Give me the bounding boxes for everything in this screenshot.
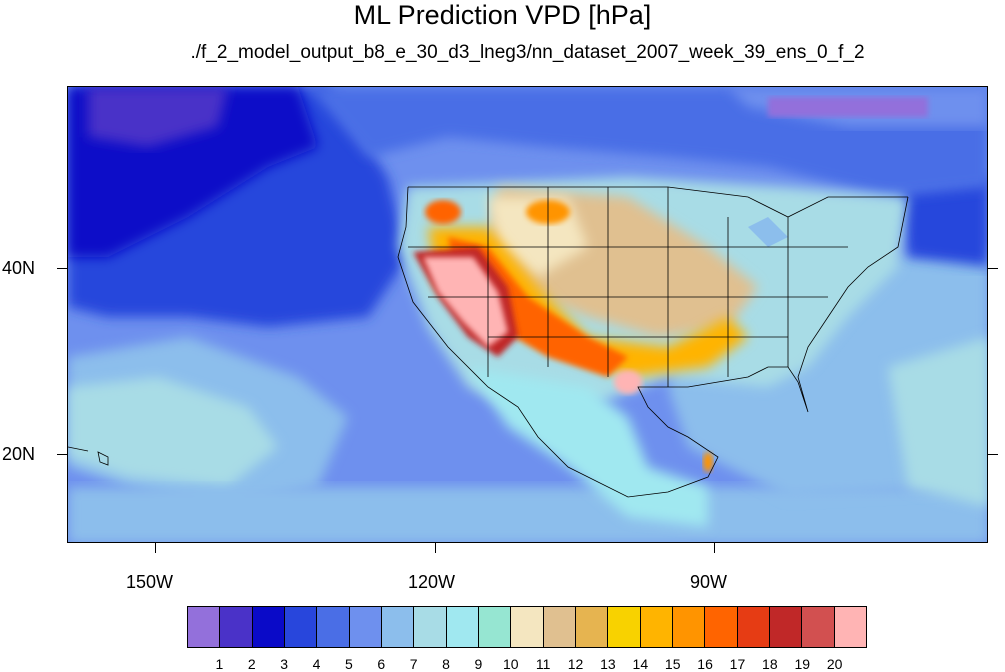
colorbar-label: 14 (632, 656, 649, 672)
colorbar (187, 606, 867, 648)
colorbar-label: 19 (794, 656, 811, 672)
lat-tick-right (988, 268, 998, 269)
colorbar-swatch (737, 607, 770, 647)
colorbar-label: 12 (567, 656, 584, 672)
colorbar-label: 20 (826, 656, 843, 672)
lat-label: 20N (2, 444, 36, 464)
colorbar-label: 10 (503, 656, 519, 672)
colorbar-label: 9 (474, 656, 483, 672)
colorbar-swatch (672, 607, 706, 647)
colorbar-swatch (381, 607, 415, 647)
tx-dry-patch (614, 370, 642, 394)
mexico-light (468, 367, 708, 527)
lat-tick (57, 454, 67, 455)
colorbar-label: 17 (729, 656, 746, 672)
colorbar-swatch (705, 607, 738, 647)
dry-pink (423, 257, 508, 347)
colorbar-label: 8 (442, 656, 450, 672)
colorbar-label: 11 (535, 656, 551, 672)
colorbar-label: 5 (344, 656, 353, 672)
lon-label: 90W (690, 572, 728, 592)
colorbar-swatch (220, 607, 253, 647)
colorbar-label: 7 (409, 656, 418, 672)
colorbar-swatch (834, 607, 866, 647)
colorbar-swatch (608, 607, 641, 647)
colorbar-swatch (802, 607, 835, 647)
dry-orange (428, 227, 748, 377)
yucatan-patch (703, 452, 713, 472)
colorbar-swatch (575, 607, 609, 647)
colorbar-label: 2 (247, 656, 256, 672)
colorbar-swatch (446, 607, 479, 647)
lon-tick (155, 543, 156, 553)
lon-tick (714, 543, 715, 553)
south-band (68, 487, 987, 542)
colorbar-label: 6 (377, 656, 386, 672)
colorbar-label: 15 (664, 656, 681, 672)
colorbar-swatch (511, 607, 544, 647)
lat-label: 40N (2, 258, 36, 278)
colorbar-swatch (188, 607, 221, 647)
vpd-map (67, 86, 988, 543)
colorbar-swatch (284, 607, 318, 647)
colorbar-swatch (478, 607, 512, 647)
map-title: ML Prediction VPD [hPa] (353, 0, 652, 30)
colorbar-label: 18 (762, 656, 778, 672)
lat-tick (57, 268, 67, 269)
colorbar-label: 16 (697, 656, 713, 672)
colorbar-swatch (349, 607, 382, 647)
vpd-field (68, 87, 987, 542)
colorbar-swatch (640, 607, 673, 647)
political-boundaries (68, 186, 909, 498)
colorbar-swatch (317, 607, 350, 647)
colorbar-label: 4 (312, 656, 321, 672)
colorbar-label: 3 (280, 656, 289, 672)
ocean-band-0 (88, 87, 228, 147)
colorbar-label: 1 (215, 656, 224, 672)
lon-tick (435, 543, 436, 553)
colorbar-swatch (543, 607, 576, 647)
canada-purple (768, 97, 928, 117)
nw-dry-patch (425, 200, 461, 224)
atlantic-dark (898, 177, 987, 267)
lon-label: 150W (126, 572, 174, 592)
subtropics-lighter (68, 377, 278, 487)
colorbar-label: 13 (600, 656, 616, 672)
lat-tick-right (988, 454, 998, 455)
colorbar-swatch (769, 607, 803, 647)
colorbar-swatch (414, 607, 447, 647)
lon-label: 120W (408, 572, 456, 592)
atlantic-lighter (888, 337, 987, 507)
colorbar-swatch (252, 607, 285, 647)
map-subtitle: ./f_2_model_output_b8_e_30_d3_lneg3/nn_d… (190, 42, 865, 63)
great-lakes (748, 217, 788, 247)
